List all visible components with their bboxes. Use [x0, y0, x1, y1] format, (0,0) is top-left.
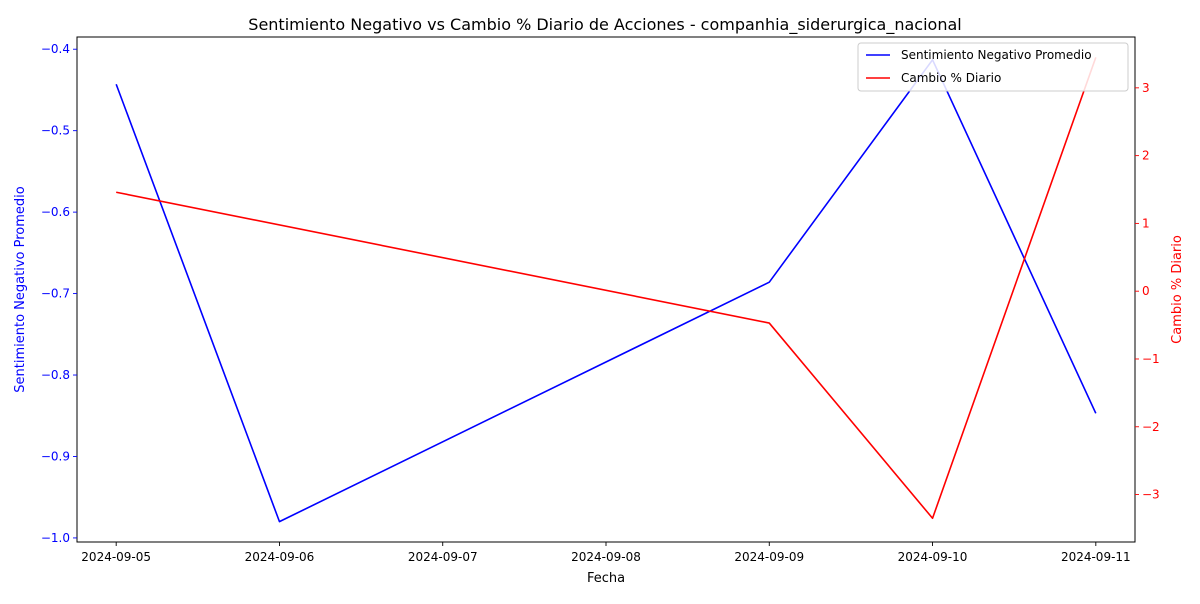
right-y-tick-label: 2 — [1142, 149, 1150, 163]
x-tick-label: 2024-09-07 — [408, 550, 478, 564]
right-y-tick-label: −2 — [1142, 420, 1160, 434]
chart-title: Sentimiento Negativo vs Cambio % Diario … — [248, 15, 961, 35]
right-y-tick-label: −3 — [1142, 488, 1160, 502]
x-tick-label: 2024-09-10 — [898, 550, 968, 564]
legend-label-1: Cambio % Diario — [901, 71, 1001, 85]
x-axis-label: Fecha — [587, 571, 625, 586]
left-y-tick-label: −0.8 — [41, 368, 70, 382]
x-tick-label: 2024-09-08 — [571, 550, 641, 564]
series-line-0 — [115, 59, 1097, 523]
right-y-tick-label: 0 — [1142, 284, 1150, 298]
plot-frame — [76, 36, 1136, 543]
left-y-tick-label: −0.4 — [41, 42, 70, 56]
x-tick-label: 2024-09-09 — [734, 550, 804, 564]
left-y-axis-label: Sentimiento Negativo Promedio — [13, 186, 28, 392]
legend-box — [857, 42, 1129, 92]
plot-area: 2024-09-05 2024-09-06 2024-09-07 2024-09-08… — [41, 36, 1160, 564]
right-y-tick-label: 1 — [1142, 216, 1150, 230]
series-line-1 — [116, 57, 1097, 520]
right-y-axis-label: Cambio % Diario — [1170, 235, 1185, 344]
left-y-tick-label: −0.7 — [41, 287, 70, 301]
x-tick-label: 2024-09-11 — [1061, 550, 1131, 564]
right-y-tick-label: −1 — [1142, 352, 1160, 366]
legend-label-0: Sentimiento Negativo Promedio — [901, 48, 1092, 62]
left-y-tick-label: −0.5 — [41, 124, 70, 138]
legend: Sentimiento Negativo Promedio Cambio % Di… — [857, 42, 1129, 92]
left-y-tick-label: −1.0 — [41, 531, 70, 545]
x-tick-label: 2024-09-05 — [81, 550, 151, 564]
left-y-tick-label: −0.9 — [41, 449, 70, 463]
x-tick-label: 2024-09-06 — [245, 550, 315, 564]
left-y-tick-label: −0.6 — [41, 205, 70, 219]
right-y-tick-label: 3 — [1142, 81, 1150, 95]
